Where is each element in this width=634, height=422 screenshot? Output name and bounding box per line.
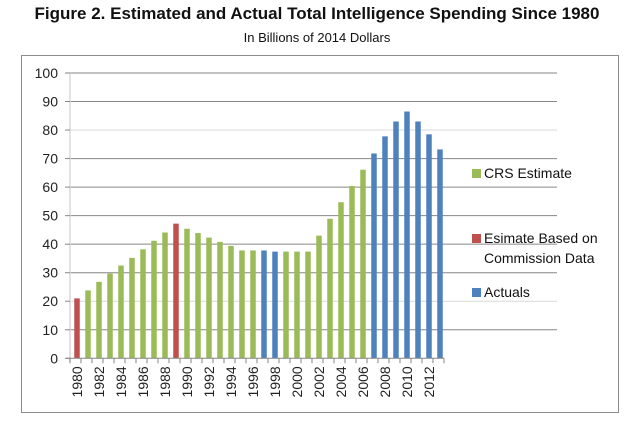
x-tick-label-1994: 1994: [223, 366, 239, 397]
bar-1998: [272, 251, 278, 359]
bar-2005: [349, 185, 355, 359]
y-tick-label-30: 30: [42, 265, 58, 281]
bar-1984: [118, 265, 124, 359]
y-tick-label-60: 60: [42, 179, 58, 195]
bar-2006: [360, 169, 366, 359]
bar-1992: [206, 237, 212, 359]
x-tick-label-1988: 1988: [157, 366, 173, 397]
x-tick-label-2012: 2012: [421, 366, 437, 397]
bar-1991: [195, 233, 201, 359]
x-tick-label-2008: 2008: [377, 366, 393, 397]
axes: [65, 72, 445, 364]
bar-1995: [239, 250, 245, 359]
bar-1980: [74, 298, 80, 359]
legend-swatch-actual: [472, 288, 481, 297]
chart-frame: [21, 55, 619, 413]
bar-2000: [294, 251, 300, 359]
bar-2003: [327, 218, 333, 359]
chart-subtitle: In Billions of 2014 Dollars: [243, 30, 391, 45]
x-axis-tick-labels: 1980 1982 1984 1986 1988 1990 1992 1994 1996 1998…: [69, 366, 437, 397]
bar-1990: [184, 228, 190, 359]
bar-2007: [371, 153, 377, 359]
x-tick-label-2000: 2000: [289, 366, 305, 397]
bar-1986: [140, 249, 146, 359]
y-tick-label-10: 10: [42, 322, 58, 338]
legend-label-crs: CRS Estimate: [484, 165, 572, 181]
bar-2012: [426, 134, 432, 359]
x-tick-label-2002: 2002: [311, 366, 327, 397]
y-tick-label-90: 90: [42, 94, 58, 110]
bar-1983: [107, 273, 113, 359]
bar-1985: [129, 257, 135, 359]
legend-swatch-commission: [472, 234, 481, 243]
x-tick-label-1992: 1992: [201, 366, 217, 397]
x-tick-label-1984: 1984: [113, 366, 129, 397]
legend-label-commission: Commission Data: [484, 250, 595, 266]
bar-2008: [382, 136, 388, 359]
bar-1994: [228, 245, 234, 359]
x-tick-label-1986: 1986: [135, 366, 151, 397]
y-tick-label-80: 80: [42, 122, 58, 138]
bar-1982: [96, 281, 102, 359]
y-tick-label-40: 40: [42, 236, 58, 252]
y-tick-label-50: 50: [42, 208, 58, 224]
bar-1999: [283, 251, 289, 359]
bar-1997: [261, 250, 267, 359]
legend-label-actual: Actuals: [484, 284, 530, 300]
y-tick-label-0: 0: [50, 350, 58, 366]
y-tick-label-70: 70: [42, 151, 58, 167]
bar-2013: [437, 149, 443, 359]
x-tick-label-1982: 1982: [91, 366, 107, 397]
x-tick-label-1980: 1980: [69, 366, 85, 397]
x-tick-label-2010: 2010: [399, 366, 415, 397]
y-axis-tick-labels: 0 10 20 30 40 50 60 70 80 90 100: [35, 65, 59, 366]
bar-2002: [316, 235, 322, 359]
x-tick-label-1998: 1998: [267, 366, 283, 397]
x-tick-label-1990: 1990: [179, 366, 195, 397]
bar-1989: [173, 223, 179, 359]
bar-2004: [338, 202, 344, 359]
bar-2001: [305, 251, 311, 359]
y-tick-label-20: 20: [42, 293, 58, 309]
bar-2011: [415, 121, 421, 359]
bar-1987: [151, 240, 157, 359]
legend-label-commission: Esimate Based on: [484, 230, 598, 246]
bar-2009: [393, 121, 399, 359]
bar-1981: [85, 290, 91, 359]
gridlines: [70, 72, 557, 331]
bar-2010: [404, 111, 410, 359]
legend-swatch-crs: [472, 169, 481, 178]
bars: [74, 111, 443, 359]
bar-1996: [250, 250, 256, 359]
x-tick-label-2004: 2004: [333, 366, 349, 397]
x-tick-label-2006: 2006: [355, 366, 371, 397]
x-tick-label-1996: 1996: [245, 366, 261, 397]
y-tick-label-100: 100: [35, 65, 59, 81]
chart-title: Figure 2. Estimated and Actual Total Int…: [34, 4, 600, 23]
bar-1993: [217, 241, 223, 359]
bar-1988: [162, 232, 168, 359]
